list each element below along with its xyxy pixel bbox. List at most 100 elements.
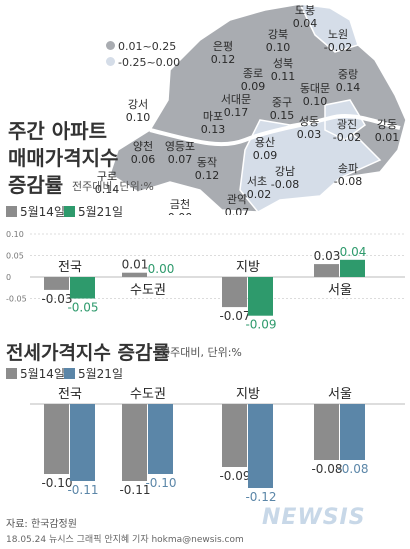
map-district-value: 0.03 [297, 128, 322, 141]
category-label: 지방 [236, 260, 260, 275]
data-label: -0.12 [245, 490, 276, 504]
map-district-value: -0.08 [334, 175, 362, 188]
map-legend-item-2: -0.25~0.00 [106, 56, 180, 69]
category-label: 전국 [58, 387, 82, 402]
map-region-east-shape [324, 99, 366, 141]
map-district-value: 0.13 [201, 123, 226, 136]
map-district-name: 중구 [272, 96, 292, 109]
legend-swatch-icon [64, 206, 75, 217]
map-district-name: 성동 [299, 115, 319, 128]
map-district-value: -0.02 [333, 131, 361, 144]
map-district-value: 0.04 [293, 17, 318, 30]
data-label: 0.00 [148, 262, 175, 276]
bar [122, 404, 147, 481]
category-label: 서울 [328, 387, 352, 402]
bar [248, 404, 273, 488]
data-label: -0.05 [67, 301, 98, 315]
category-label: 서울 [328, 283, 352, 298]
newsis-logo: NEWSIS [262, 505, 366, 530]
map-district-name: 광진 [337, 118, 357, 131]
legend-swatch-icon [6, 206, 17, 217]
source-note: 자료: 한국감정원 [6, 519, 77, 530]
data-label: -0.09 [245, 318, 276, 332]
bar [314, 404, 339, 460]
map-district-name: 도봉 [295, 4, 315, 17]
map-district-name: 서대문 [221, 93, 251, 106]
legend-swatch-icon [64, 368, 75, 379]
map-district-name: 강남 [275, 165, 295, 178]
data-label: -0.09 [219, 469, 250, 483]
map-district-value: 0.12 [211, 53, 236, 66]
data-label: -0.10 [41, 476, 72, 490]
map-district-value: 0.06 [131, 153, 156, 166]
map-district-value: 0.11 [271, 70, 296, 83]
map-district-value: 0.14 [336, 81, 361, 94]
map-district-value: 0.07 [168, 153, 193, 166]
chart-jeonse-index: 전국-0.10-0.11수도권-0.11-0.10지방-0.09-0.12서울-… [30, 387, 405, 504]
map-district-name: 성북 [273, 57, 293, 70]
y-tick-label: 0.10 [6, 230, 24, 239]
section1-title: 주간 아파트 매매가격지수 증감률 [8, 119, 119, 197]
bar [148, 404, 173, 474]
map-district-name: 송파 [338, 162, 358, 175]
data-label: -0.03 [41, 292, 72, 306]
map-district-value: 0.09 [241, 80, 266, 93]
category-label: 수도권 [130, 283, 166, 298]
map-district-value: -0.02 [324, 41, 352, 54]
map-district-value: 0.07 [225, 206, 250, 215]
credit-line: 18.05.24 뉴시스 그래픽 안지혜 기자 hokma@newsis.com [6, 535, 244, 545]
map-district-name: 양천 [133, 139, 153, 153]
category-label: 수도권 [130, 387, 166, 402]
section2-title: 전세가격지수 증감률 [6, 342, 170, 364]
bar [248, 277, 273, 316]
map-district-value: 0.17 [224, 106, 249, 119]
map-district-name: 서초 [247, 175, 267, 188]
y-tick-label: -0.05 [6, 295, 27, 304]
map-district-name: 용산 [255, 136, 275, 149]
bar [70, 277, 95, 299]
map-district-name: 강북 [268, 28, 288, 41]
map-district-value: 0.01 [375, 131, 400, 144]
data-label: -0.11 [67, 483, 98, 497]
map-district-name: 구로 [97, 170, 117, 183]
bar [222, 404, 247, 467]
map-district-value: 0.00 [168, 211, 193, 215]
map-district-name: 마포 [203, 110, 223, 123]
map-district-value: -0.02 [243, 188, 271, 201]
map-district-value: 0.10 [126, 111, 151, 124]
data-label: -0.08 [337, 462, 368, 476]
map-district-name: 동대문 [300, 82, 330, 95]
map-district-value: -0.08 [271, 178, 299, 191]
data-label: -0.11 [119, 483, 150, 497]
data-label: -0.10 [145, 476, 176, 490]
bar [314, 264, 339, 277]
map-district-name: 종로 [243, 67, 263, 80]
bar [340, 404, 365, 460]
map-district-name: 금천 [170, 197, 190, 211]
bar [70, 404, 95, 481]
data-label: 0.01 [122, 258, 149, 272]
legend-swatch-icon [106, 57, 115, 66]
data-label: 0.03 [314, 249, 341, 263]
map-district-name: 관악 [227, 193, 247, 206]
map-district-name: 강동 [377, 118, 397, 131]
data-label: -0.08 [311, 462, 342, 476]
map-district-value: 0.09 [253, 149, 278, 162]
bar [122, 272, 147, 277]
map-legend-item-1: 0.01~0.25 [106, 40, 176, 53]
section2-subtitle: 전주대비, 단위:% [160, 346, 242, 359]
bar [222, 277, 247, 308]
bar [44, 404, 69, 474]
map-region-north-shape [298, 3, 359, 53]
map-district-name: 은평 [213, 40, 233, 53]
map-district-name: 동작 [197, 156, 217, 169]
legend-swatch-icon [6, 368, 17, 379]
map-district-value: 0.15 [270, 109, 295, 122]
legend-swatch-icon [106, 41, 115, 50]
map-district-value: 0.10 [266, 41, 291, 54]
map-district-value: 0.12 [195, 169, 220, 182]
map-river-shape [149, 113, 401, 147]
section1-legend-item-1: 5월14일 [6, 203, 65, 220]
